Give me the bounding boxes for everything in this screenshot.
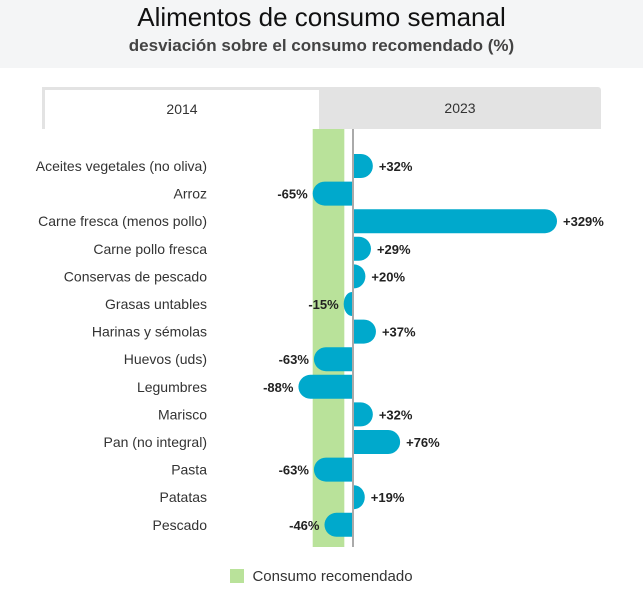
bar bbox=[354, 264, 366, 289]
year-tabs: 2014 2023 bbox=[42, 87, 601, 129]
data-label: -46% bbox=[289, 518, 320, 533]
bar bbox=[298, 374, 352, 399]
category-label: Pan (no integral) bbox=[103, 434, 207, 450]
legend-swatch bbox=[230, 569, 245, 583]
bar bbox=[312, 181, 352, 206]
bar bbox=[313, 457, 352, 482]
chart-header: Alimentos de consumo semanal desviación … bbox=[0, 0, 643, 68]
category-label: Carne pollo fresca bbox=[93, 241, 207, 257]
data-label: +76% bbox=[406, 435, 440, 450]
bar bbox=[354, 236, 371, 261]
category-label: Huevos (uds) bbox=[124, 351, 207, 367]
data-label: -63% bbox=[279, 463, 310, 478]
data-label: +32% bbox=[379, 159, 413, 174]
bar bbox=[354, 154, 373, 178]
bar bbox=[354, 430, 401, 454]
data-label: +329% bbox=[563, 214, 604, 229]
category-label: Marisco bbox=[158, 406, 207, 422]
bar-chart: Aceites vegetales (no oliva) +32% Arroz -65… bbox=[36, 129, 604, 547]
tab-2014[interactable]: 2014 bbox=[42, 87, 319, 129]
category-label: Harinas y sémolas bbox=[92, 324, 207, 340]
chart-subtitle: desviación sobre el consumo recomendado … bbox=[128, 36, 515, 55]
bar bbox=[324, 512, 352, 537]
data-label: -65% bbox=[277, 187, 308, 202]
chart-title: Alimentos de consumo semanal bbox=[137, 2, 506, 32]
data-label: +20% bbox=[371, 269, 405, 284]
legend[interactable]: Consumo recomendado bbox=[0, 568, 643, 585]
category-label: Legumbres bbox=[137, 379, 207, 395]
legend-label: Consumo recomendado bbox=[252, 568, 413, 585]
bar bbox=[313, 347, 352, 372]
category-label: Aceites vegetales (no oliva) bbox=[36, 158, 207, 174]
data-label: +37% bbox=[382, 325, 416, 340]
bar bbox=[354, 485, 365, 510]
category-label: Grasas untables bbox=[105, 296, 207, 312]
bar bbox=[343, 292, 352, 316]
bar bbox=[354, 402, 373, 427]
category-label: Carne fresca (menos pollo) bbox=[38, 213, 207, 229]
data-label: -88% bbox=[263, 380, 294, 395]
category-label: Pescado bbox=[153, 517, 208, 533]
data-label: -63% bbox=[279, 352, 310, 367]
data-label: +19% bbox=[371, 490, 405, 505]
category-label: Pasta bbox=[171, 462, 207, 478]
bar bbox=[354, 319, 376, 344]
data-label: -15% bbox=[308, 297, 339, 312]
category-label: Conservas de pescado bbox=[64, 268, 207, 284]
category-label: Patatas bbox=[160, 489, 207, 505]
category-label: Arroz bbox=[174, 186, 207, 202]
data-label: +29% bbox=[377, 242, 411, 257]
bar bbox=[354, 209, 557, 234]
data-label: +32% bbox=[379, 407, 413, 422]
tab-2023[interactable]: 2023 bbox=[444, 100, 476, 116]
